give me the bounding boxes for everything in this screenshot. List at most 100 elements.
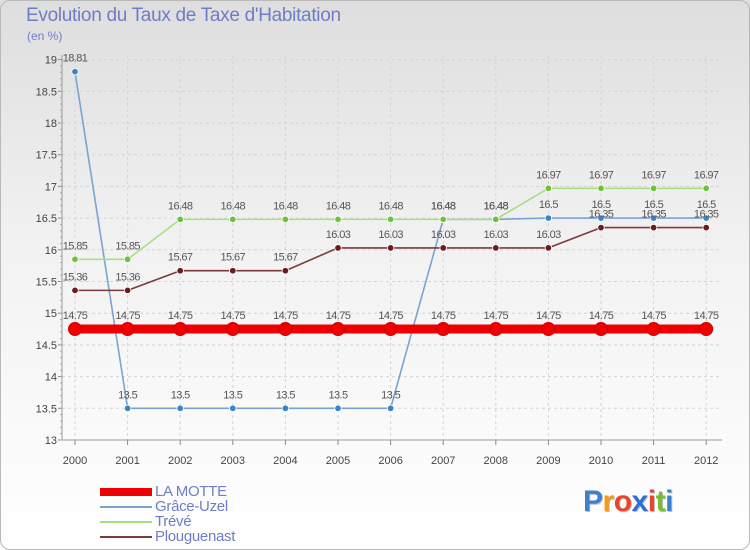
- data-point: [488, 322, 503, 337]
- data-point: [229, 215, 237, 224]
- legend-label: Grâce-Uzel: [155, 498, 228, 515]
- x-tick-label: 2009: [536, 455, 560, 467]
- y-axis-label: (en %): [27, 29, 63, 43]
- data-label: 14.75: [115, 310, 140, 322]
- legend-item-treve: Trévé: [100, 513, 320, 530]
- legend: LA MOTTE Grâce-Uzel Trévé Plouguenast: [100, 483, 320, 545]
- proxiti-logo: Proxiti: [583, 485, 673, 519]
- legend-item-grace-uzel: Grâce-Uzel: [100, 498, 320, 515]
- data-point: [492, 244, 500, 252]
- data-point: [386, 215, 395, 224]
- data-point: [383, 322, 398, 337]
- data-point: [594, 322, 608, 337]
- data-label: 16.48: [221, 200, 246, 212]
- data-point: [334, 244, 342, 252]
- logo-letter: x: [631, 485, 649, 518]
- y-tick-label: 19: [45, 55, 57, 67]
- data-label: 16.48: [326, 200, 351, 212]
- data-label: 16.48: [431, 200, 456, 212]
- y-tick-label: 15: [45, 308, 57, 320]
- data-label: 16.5: [591, 199, 610, 211]
- data-label: 18.81: [63, 53, 88, 65]
- logo-letter: P: [583, 485, 603, 518]
- data-point: [229, 267, 237, 275]
- data-point: [702, 184, 710, 193]
- data-label: 13.5: [118, 389, 137, 401]
- x-tick-label: 2007: [431, 455, 455, 467]
- chart-title: Evolution du Taux de Taxe d'Habitation: [26, 5, 341, 26]
- data-point: [649, 223, 658, 232]
- data-label: 16.97: [589, 169, 614, 181]
- y-tick-label: 17: [45, 181, 57, 193]
- data-label: 15.67: [168, 252, 193, 264]
- data-label: 16.03: [378, 229, 403, 241]
- data-label: 16.48: [168, 200, 193, 212]
- logo-letter: t: [655, 485, 666, 518]
- data-label: 13.5: [171, 389, 190, 401]
- data-point: [544, 214, 553, 222]
- data-point: [68, 322, 82, 337]
- data-label: 16.97: [641, 169, 666, 181]
- x-tick-label: 2002: [168, 455, 192, 467]
- data-point: [334, 215, 342, 224]
- data-label: 16.03: [484, 229, 509, 241]
- data-point: [334, 404, 342, 412]
- data-point: [386, 244, 395, 252]
- data-label: 16.48: [273, 200, 298, 212]
- data-label: 16.5: [697, 199, 716, 211]
- data-point: [176, 215, 184, 224]
- data-point: [544, 244, 553, 252]
- data-label: 14.75: [694, 310, 719, 322]
- data-point: [597, 184, 605, 193]
- data-label: 13.5: [328, 389, 347, 401]
- data-label: 16.48: [484, 200, 509, 212]
- data-label: 16.03: [431, 229, 456, 241]
- data-point: [649, 214, 658, 222]
- y-tick-label: 17.5: [36, 150, 57, 162]
- data-point: [281, 404, 290, 412]
- x-tick-label: 2005: [326, 455, 350, 467]
- data-label: 13.5: [223, 389, 242, 401]
- data-point: [173, 322, 188, 337]
- x-tick-label: 2004: [273, 455, 297, 467]
- data-label: 16.48: [431, 200, 456, 212]
- axes: 13 13.5 14 14.5 15 15.5 16 16.5 17 17.5 18 18.5 19 20…: [36, 55, 722, 467]
- data-point: [120, 322, 135, 337]
- data-point: [176, 404, 184, 412]
- data-point: [71, 67, 79, 76]
- legend-label: Plouguenast: [155, 528, 236, 545]
- data-point: [702, 214, 710, 222]
- legend-swatch-grace-uzel: [100, 505, 152, 508]
- data-point: [123, 286, 132, 295]
- data-label: 16.97: [694, 169, 719, 181]
- data-label: 16.35: [589, 209, 614, 221]
- data-point: [544, 184, 553, 193]
- data-point: [436, 322, 451, 337]
- data-point: [492, 215, 500, 224]
- data-point: [597, 223, 605, 232]
- data-point: [439, 244, 447, 252]
- y-tick-label: 15.5: [36, 277, 57, 289]
- data-label: 16.03: [536, 229, 561, 241]
- data-point: [386, 404, 395, 412]
- y-tick-label: 16.5: [36, 213, 57, 225]
- data-label: 14.75: [168, 310, 193, 322]
- x-tick-label: 2010: [589, 455, 613, 467]
- data-point: [281, 215, 290, 224]
- y-tick-label: 13.5: [36, 403, 57, 415]
- data-point: [123, 404, 132, 412]
- logo-letter: o: [613, 485, 632, 518]
- data-label: 13.5: [381, 389, 400, 401]
- x-tick-label: 2003: [221, 455, 245, 467]
- data-point: [649, 184, 658, 193]
- x-tick-label: 2001: [115, 455, 139, 467]
- data-point: [71, 286, 79, 295]
- data-label: 16.35: [641, 209, 666, 221]
- legend-label: Trévé: [155, 513, 192, 530]
- data-label: 15.36: [63, 271, 88, 283]
- x-tick-label: 2012: [694, 455, 718, 467]
- data-label: 14.75: [641, 310, 666, 322]
- x-tick-label: 2011: [642, 455, 666, 467]
- y-tick-label: 14.5: [36, 340, 57, 352]
